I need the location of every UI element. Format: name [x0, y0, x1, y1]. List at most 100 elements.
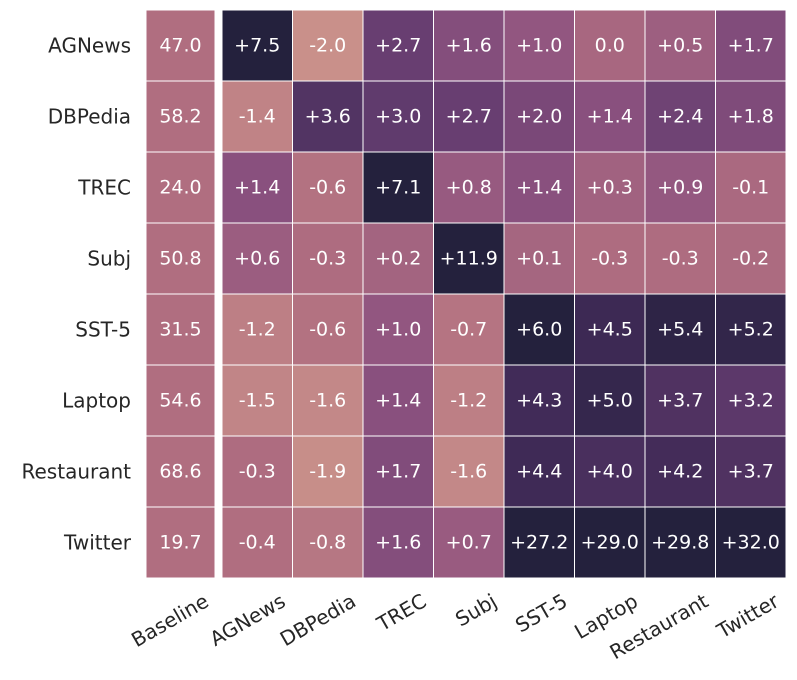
- heatmap-cell: [503, 293, 575, 366]
- y-tick-label: SST-5: [75, 318, 131, 342]
- heatmap-cell: [644, 9, 716, 82]
- heatmap-cell-value: +7.1: [375, 177, 421, 199]
- heatmap-cell-value: 68.6: [159, 461, 201, 483]
- y-tick-label: Restaurant: [22, 460, 132, 484]
- heatmap-cells: [145, 9, 787, 579]
- heatmap-cell-value: +1.6: [375, 532, 421, 554]
- heatmap-cell-value: -1.9: [309, 461, 346, 483]
- heatmap-cell-value: +0.9: [657, 177, 703, 199]
- heatmap-cell: [292, 151, 364, 224]
- heatmap-cell: [221, 222, 293, 295]
- heatmap-cell-value: +3.6: [305, 106, 351, 128]
- heatmap-cell: [292, 80, 364, 153]
- heatmap-cell: [145, 222, 216, 295]
- heatmap-cell-value: -0.1: [732, 177, 769, 199]
- heatmap-cell-value: +32.0: [722, 532, 780, 554]
- heatmap-cell: [715, 151, 787, 224]
- heatmap-cell: [362, 506, 434, 579]
- heatmap-cell-value: +1.7: [728, 35, 774, 57]
- heatmap-cell-value: +4.4: [516, 461, 562, 483]
- heatmap-cell-value: -0.3: [662, 248, 699, 270]
- x-tick-label: AGNews: [206, 589, 290, 651]
- heatmap-cell-value: -1.6: [309, 390, 346, 412]
- y-tick-label: TREC: [77, 176, 131, 200]
- heatmap-cell: [503, 9, 575, 82]
- heatmap-cell-labels: 47.0 +7.5 -2.0 +2.7 +1.6 +1.0 0.0 +0.5 +1.7 58.2 -…: [159, 35, 780, 554]
- heatmap-cell: [362, 222, 434, 295]
- heatmap-cell: [221, 435, 293, 508]
- heatmap-cell: [644, 80, 716, 153]
- heatmap-cell: [145, 435, 216, 508]
- y-tick-label: AGNews: [48, 34, 131, 58]
- heatmap-cell-value: +0.8: [446, 177, 492, 199]
- heatmap-cell-value: +0.5: [657, 35, 703, 57]
- heatmap-cell-value: 0.0: [595, 35, 625, 57]
- heatmap-cell-value: +29.0: [581, 532, 639, 554]
- heatmap-cell: [145, 151, 216, 224]
- heatmap-cell: [433, 435, 505, 508]
- heatmap-cell-value: -0.4: [239, 532, 276, 554]
- heatmap-cell: [292, 506, 364, 579]
- heatmap-cell-value: 31.5: [159, 319, 201, 341]
- heatmap-cell-value: +1.8: [728, 106, 774, 128]
- heatmap-cell: [715, 222, 787, 295]
- heatmap-cell-value: +27.2: [510, 532, 568, 554]
- heatmap-cell-value: +1.0: [516, 35, 562, 57]
- x-tick-label: DBPedia: [276, 589, 360, 651]
- heatmap-cell-value: -1.2: [450, 390, 487, 412]
- heatmap-cell-value: +7.5: [234, 35, 280, 57]
- heatmap-cell: [221, 9, 293, 82]
- heatmap-cell-value: -1.5: [239, 390, 276, 412]
- heatmap-cell-value: +4.3: [516, 390, 562, 412]
- heatmap-cell: [221, 293, 293, 366]
- heatmap-cell-value: -0.7: [450, 319, 487, 341]
- heatmap-cell-value: +5.4: [657, 319, 703, 341]
- heatmap-cell-value: 24.0: [159, 177, 201, 199]
- x-tick-label: TREC: [372, 589, 431, 637]
- heatmap-cell-value: -0.3: [309, 248, 346, 270]
- heatmap-cell: [145, 364, 216, 437]
- heatmap-cell: [433, 506, 505, 579]
- heatmap-cell: [433, 151, 505, 224]
- heatmap-cell: [715, 506, 787, 579]
- heatmap-cell-value: +2.0: [516, 106, 562, 128]
- heatmap-cell-value: +1.7: [375, 461, 421, 483]
- heatmap-cell: [574, 151, 646, 224]
- heatmap-cell: [644, 222, 716, 295]
- heatmap-cell: [362, 293, 434, 366]
- heatmap-cell: [574, 80, 646, 153]
- heatmap-cell-value: -0.8: [309, 532, 346, 554]
- x-tick-label: SST-5: [511, 589, 571, 638]
- heatmap-cell-value: +1.4: [234, 177, 280, 199]
- heatmap-cell: [292, 293, 364, 366]
- heatmap-cell: [145, 80, 216, 153]
- heatmap-cell-value: 19.7: [159, 532, 201, 554]
- heatmap-cell: [715, 293, 787, 366]
- heatmap-cell: [503, 506, 575, 579]
- heatmap-cell-value: +5.0: [587, 390, 633, 412]
- heatmap-cell-value: +1.4: [587, 106, 633, 128]
- heatmap-cell-value: -0.6: [309, 319, 346, 341]
- heatmap-cell-value: -0.3: [591, 248, 628, 270]
- heatmap-cell-value: 50.8: [159, 248, 201, 270]
- heatmap-cell: [433, 364, 505, 437]
- heatmap-cell: [221, 364, 293, 437]
- heatmap-cell: [362, 364, 434, 437]
- heatmap-cell: [362, 151, 434, 224]
- heatmap-cell-value: +2.4: [657, 106, 703, 128]
- heatmap-cell: [292, 9, 364, 82]
- heatmap-cell: [362, 9, 434, 82]
- heatmap-cell-value: +1.4: [375, 390, 421, 412]
- heatmap-cell-value: +29.8: [651, 532, 709, 554]
- heatmap-cell-value: +11.9: [440, 248, 498, 270]
- heatmap-cell-value: 47.0: [159, 35, 201, 57]
- y-axis-tick-labels: AGNews DBPedia TREC Subj SST-5 Laptop Restaura…: [22, 34, 132, 555]
- y-tick-label: Subj: [87, 247, 131, 271]
- heatmap-cell-value: +1.0: [375, 319, 421, 341]
- x-tick-label: Twitter: [712, 588, 784, 643]
- heatmap-cell-value: +5.2: [728, 319, 774, 341]
- heatmap-cell: [574, 506, 646, 579]
- heatmap-cell: [145, 506, 216, 579]
